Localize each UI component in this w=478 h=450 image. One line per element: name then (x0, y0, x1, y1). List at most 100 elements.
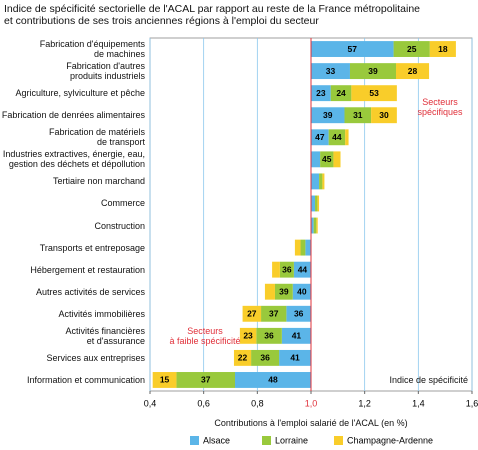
data-label: 27 (247, 309, 257, 319)
data-label: 37 (201, 375, 211, 385)
data-label: 39 (279, 286, 289, 296)
bar-segment (274, 283, 293, 300)
data-label: 40 (297, 286, 307, 296)
data-label: 37 (269, 309, 279, 319)
data-label: 30 (379, 110, 389, 120)
bar-segment (279, 349, 311, 366)
x-tick-label: 1,0 (305, 398, 318, 408)
y-tick-label: Transports et entreposage (39, 242, 145, 253)
bar-segment (311, 41, 394, 57)
bar-segment (311, 107, 345, 124)
y-tick-label: Services aux entreprises (46, 352, 145, 363)
bar-segment (305, 239, 311, 256)
bar-segment (317, 195, 320, 212)
bar-segment (311, 151, 321, 168)
data-label: 23 (243, 331, 253, 341)
annotation: Indice de spécificité (389, 375, 468, 385)
bar-segment (393, 41, 430, 57)
y-tick-label: Construction (94, 220, 145, 231)
bar-segment (311, 129, 329, 146)
bar-segment (351, 85, 397, 102)
bar-segment (396, 63, 430, 80)
annotation: Secteurs à faible spécificité (169, 326, 241, 346)
data-label: 15 (160, 375, 170, 385)
data-label: 36 (260, 353, 270, 363)
data-label: 36 (264, 331, 274, 341)
bar-segment (311, 195, 316, 212)
bar-segment (281, 327, 311, 344)
y-tick-label: Fabrication de denrées alimentaires (1, 110, 145, 121)
bar-segment (429, 41, 456, 57)
data-label: 33 (326, 66, 336, 76)
bar-segment (330, 85, 352, 102)
data-label: 25 (407, 44, 417, 54)
bar-segment (371, 107, 397, 124)
y-tick-label: Fabrication de matériels de transport (48, 127, 145, 148)
bar-segment (313, 217, 317, 234)
bar-segment (256, 327, 282, 344)
data-label: 57 (348, 44, 358, 54)
x-tick-label: 1,6 (466, 398, 478, 408)
x-tick-label: 0,6 (197, 398, 210, 408)
data-label: 23 (316, 88, 326, 98)
bar-segment (320, 151, 334, 168)
data-label: 39 (368, 66, 378, 76)
bar-segment (316, 217, 318, 234)
bar-segment (239, 327, 257, 344)
bar-segment (233, 349, 252, 366)
y-tick-label: Fabrication d'autres produits industriel… (66, 61, 145, 82)
bar-segment (279, 261, 294, 278)
bar-segment (319, 173, 323, 190)
bar-segment (264, 283, 275, 300)
y-tick-label: Activités financières et d'assurance (65, 325, 145, 346)
bar-segment (311, 63, 350, 80)
bar-segment (311, 217, 314, 234)
bar-segment (333, 151, 341, 168)
data-label: 28 (408, 66, 418, 76)
bar-segment (292, 283, 311, 300)
data-label: 53 (369, 88, 379, 98)
x-tick-label: 0,8 (251, 398, 264, 408)
y-tick-label: Tertiaire non marchand (52, 176, 145, 187)
data-label: 31 (353, 110, 363, 120)
data-label: 44 (298, 264, 308, 274)
bar-segment (251, 349, 280, 366)
bar-segment (345, 129, 349, 146)
data-label: 47 (315, 132, 325, 142)
data-label: 41 (290, 353, 300, 363)
y-tick-label: Autres activités de services (35, 286, 145, 297)
data-label: 39 (323, 110, 333, 120)
bar-segment (152, 372, 177, 388)
x-tick-label: 1,4 (412, 398, 425, 408)
y-tick-label: Industries extractives, énergie, eau, ge… (2, 149, 145, 170)
y-tick-label: Fabrication d'équipements de machines (39, 39, 145, 60)
data-label: 18 (438, 44, 448, 54)
bar-segment (322, 173, 325, 190)
bar-segment (261, 305, 287, 322)
bar-segment (242, 305, 262, 322)
y-tick-label: Agriculture, sylviculture et pêche (15, 88, 145, 99)
data-label: 45 (322, 154, 332, 164)
bar-segment (349, 63, 397, 80)
x-tick-label: 1,2 (358, 398, 371, 408)
data-label: 41 (292, 331, 302, 341)
y-tick-label: Hébergement et restauration (30, 264, 145, 275)
bar-segment (344, 107, 372, 124)
bar-segment (235, 372, 311, 388)
data-label: 22 (238, 353, 248, 363)
chart-title: Indice de spécificité sectorielle de l'A… (4, 3, 421, 27)
data-label: 48 (268, 375, 278, 385)
bar-segment (328, 129, 346, 146)
y-tick-label: Commerce (100, 198, 145, 209)
bar-segment (176, 372, 236, 388)
x-axis-label: Contributions à l'emploi salarié de l'AC… (214, 418, 408, 428)
legend-label: Lorraine (275, 435, 308, 445)
bar-segment (311, 173, 320, 190)
bar-segment (272, 261, 280, 278)
bar-segment (293, 261, 311, 278)
legend-swatch (262, 436, 271, 445)
bar-segment (294, 239, 301, 256)
data-label: 36 (294, 309, 304, 319)
